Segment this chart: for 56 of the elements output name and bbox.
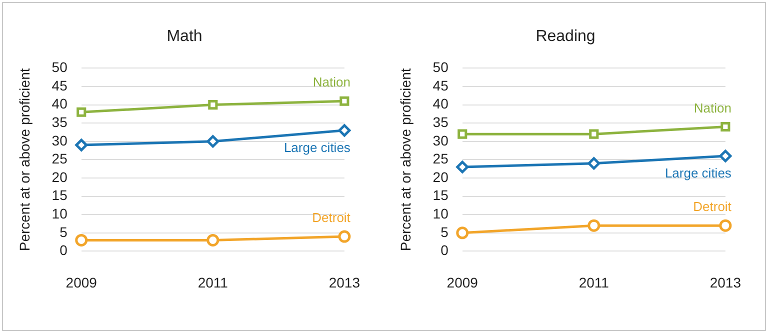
- x-tick-label: 2009: [446, 274, 478, 290]
- y-tick-label: 0: [60, 242, 68, 258]
- point: [456, 160, 469, 174]
- y-tick-label: 10: [432, 205, 449, 222]
- y-tick-label: 20: [432, 168, 449, 185]
- point: [340, 96, 350, 106]
- y-tick-label: 45: [52, 77, 68, 94]
- point: [208, 100, 218, 110]
- point: [338, 230, 351, 243]
- y-axis-title: Percent at or above proficient: [397, 68, 414, 252]
- y-tick-label: 15: [432, 187, 449, 204]
- series-label: Nation: [312, 74, 350, 90]
- series-label: Large cities: [664, 166, 732, 181]
- y-tick-label: 25: [52, 150, 68, 167]
- series-label: Nation: [694, 100, 732, 116]
- point: [589, 129, 599, 139]
- y-tick-label: 25: [432, 150, 449, 167]
- y-tick-label: 40: [52, 96, 68, 112]
- y-tick-label: 0: [440, 242, 449, 258]
- point: [719, 219, 732, 232]
- point: [588, 157, 600, 170]
- y-tick-label: 50: [52, 59, 68, 76]
- point: [719, 150, 732, 162]
- y-tick-label: 30: [432, 132, 449, 148]
- y-tick-label: 40: [432, 96, 449, 112]
- y-tick-label: 15: [52, 187, 68, 204]
- point: [338, 124, 351, 137]
- y-axis-title: Percent at or above proficient: [16, 68, 32, 252]
- x-tick-label: 2011: [198, 274, 228, 290]
- point: [458, 129, 468, 139]
- x-tick-label: 2009: [66, 274, 98, 290]
- series-label: Large cities: [284, 140, 351, 155]
- y-tick-label: 10: [52, 205, 68, 222]
- y-tick-label: 20: [52, 168, 68, 185]
- y-tick-label: 45: [432, 77, 449, 94]
- y-tick-label: 30: [52, 132, 68, 148]
- series-label: Detroit: [312, 210, 351, 226]
- y-tick-label: 50: [432, 59, 449, 76]
- y-tick-label: 35: [52, 114, 68, 130]
- point: [75, 138, 88, 152]
- point: [588, 219, 600, 232]
- point: [76, 107, 86, 117]
- point: [75, 234, 88, 246]
- chart-title: Math: [166, 28, 202, 46]
- y-tick-label: 5: [60, 224, 68, 240]
- series-label: Detroit: [693, 199, 732, 214]
- point: [206, 234, 220, 246]
- point: [720, 122, 730, 132]
- x-tick-label: 2011: [578, 274, 610, 290]
- x-tick-label: 2013: [328, 274, 360, 290]
- chart-title: Reading: [536, 28, 596, 46]
- point: [456, 226, 469, 240]
- x-tick-label: 2013: [710, 274, 742, 290]
- y-tick-label: 5: [440, 224, 449, 240]
- point: [206, 135, 220, 148]
- y-tick-label: 35: [432, 114, 449, 130]
